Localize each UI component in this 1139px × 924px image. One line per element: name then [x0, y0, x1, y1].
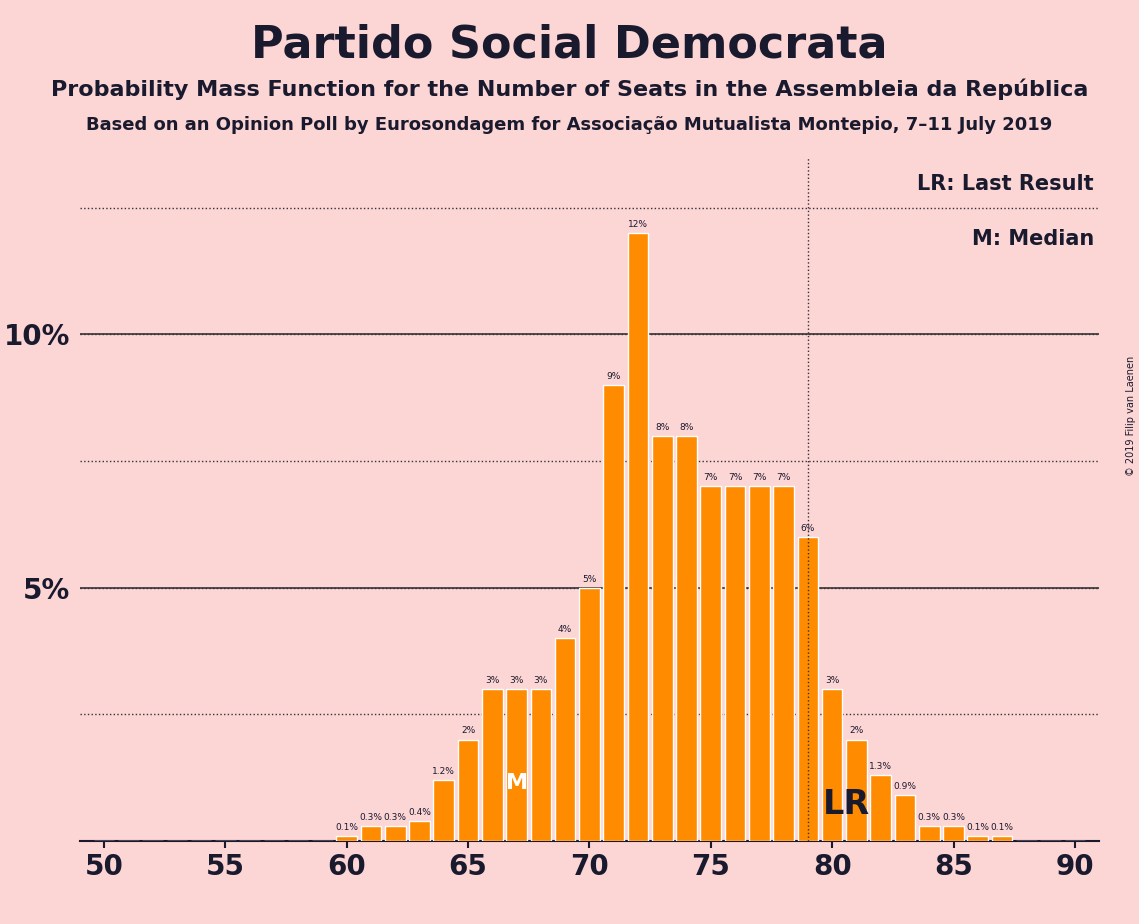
- Bar: [579, 588, 600, 841]
- Bar: [361, 826, 382, 841]
- Text: 0.4%: 0.4%: [408, 808, 431, 817]
- Bar: [507, 689, 527, 841]
- Text: M: Median: M: Median: [972, 229, 1095, 249]
- Text: 1.2%: 1.2%: [433, 767, 456, 776]
- Bar: [773, 486, 794, 841]
- Bar: [919, 826, 940, 841]
- Text: 2%: 2%: [850, 726, 863, 736]
- Text: 12%: 12%: [628, 220, 648, 229]
- Text: Probability Mass Function for the Number of Seats in the Assembleia da República: Probability Mass Function for the Number…: [51, 79, 1088, 100]
- Text: 6%: 6%: [801, 524, 816, 533]
- Text: 2%: 2%: [461, 726, 475, 736]
- Bar: [628, 233, 648, 841]
- Text: 3%: 3%: [534, 675, 548, 685]
- Text: 9%: 9%: [606, 372, 621, 381]
- Bar: [677, 435, 697, 841]
- Bar: [604, 385, 624, 841]
- Text: LR: Last Result: LR: Last Result: [917, 175, 1095, 194]
- Bar: [458, 739, 478, 841]
- Text: Partido Social Democrata: Partido Social Democrata: [252, 23, 887, 67]
- Text: 0.1%: 0.1%: [335, 822, 359, 832]
- Bar: [797, 537, 818, 841]
- Bar: [749, 486, 770, 841]
- Text: 7%: 7%: [752, 473, 767, 482]
- Text: 1.3%: 1.3%: [869, 762, 892, 771]
- Bar: [870, 775, 891, 841]
- Text: M: M: [506, 773, 527, 793]
- Bar: [822, 689, 843, 841]
- Bar: [482, 689, 502, 841]
- Text: 8%: 8%: [655, 422, 670, 432]
- Text: 0.9%: 0.9%: [893, 783, 917, 791]
- Text: 0.3%: 0.3%: [360, 812, 383, 821]
- Bar: [700, 486, 721, 841]
- Bar: [943, 826, 964, 841]
- Bar: [992, 836, 1013, 841]
- Text: LR: LR: [822, 787, 869, 821]
- Text: © 2019 Filip van Laenen: © 2019 Filip van Laenen: [1125, 356, 1136, 476]
- Bar: [336, 836, 357, 841]
- Bar: [967, 836, 989, 841]
- Text: 3%: 3%: [485, 675, 500, 685]
- Text: 5%: 5%: [582, 575, 597, 584]
- Bar: [724, 486, 745, 841]
- Bar: [434, 780, 454, 841]
- Text: 0.3%: 0.3%: [918, 812, 941, 821]
- Bar: [385, 826, 405, 841]
- Text: 7%: 7%: [728, 473, 743, 482]
- Text: 0.1%: 0.1%: [991, 822, 1014, 832]
- Text: 3%: 3%: [825, 675, 839, 685]
- Text: 0.3%: 0.3%: [942, 812, 965, 821]
- Text: 0.1%: 0.1%: [966, 822, 990, 832]
- Text: 4%: 4%: [558, 626, 572, 634]
- Bar: [894, 796, 916, 841]
- Bar: [531, 689, 551, 841]
- Bar: [409, 821, 429, 841]
- Text: 7%: 7%: [777, 473, 790, 482]
- Bar: [846, 739, 867, 841]
- Text: 8%: 8%: [679, 422, 694, 432]
- Text: 3%: 3%: [509, 675, 524, 685]
- Text: 0.3%: 0.3%: [384, 812, 407, 821]
- Bar: [652, 435, 672, 841]
- Bar: [555, 638, 575, 841]
- Text: Based on an Opinion Poll by Eurosondagem for Associação Mutualista Montepio, 7–1: Based on an Opinion Poll by Eurosondagem…: [87, 116, 1052, 133]
- Text: 7%: 7%: [704, 473, 718, 482]
